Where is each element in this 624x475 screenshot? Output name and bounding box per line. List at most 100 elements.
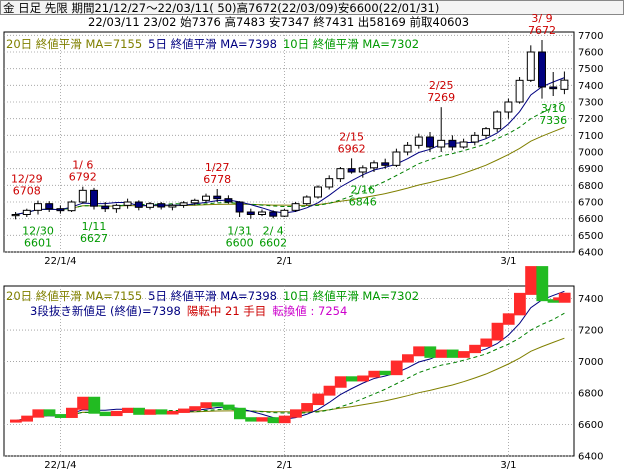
low-annotation-date: 1/31 <box>227 225 252 238</box>
kagi-brick <box>301 403 313 412</box>
high-annotation-value: 6708 <box>13 185 41 198</box>
kagi-brick <box>514 292 526 316</box>
candle-body <box>224 198 233 203</box>
kagi-brick <box>357 375 369 382</box>
low-annotation-value: 6600 <box>226 237 254 250</box>
legend-ma10-bottom: 10日 終値平滑 MA=7302 <box>282 289 420 303</box>
candle-body <box>246 211 255 215</box>
low-annotation-value: 6602 <box>259 236 287 249</box>
candle-body <box>168 204 177 208</box>
kagi-brick <box>267 417 280 424</box>
low-annotation-value: 6846 <box>349 196 377 209</box>
bottom-y-tick-label: 7200 <box>578 326 603 337</box>
kagi-brick <box>200 402 213 409</box>
top-y-tick-label: 6800 <box>578 181 603 192</box>
header-period-line: 金 日足 先限 期間21/12/27～22/03/11( 50)高7672(22… <box>0 0 624 15</box>
candle-body <box>347 168 356 173</box>
candle-body <box>45 203 54 210</box>
kagi-brick <box>234 407 246 420</box>
candle-body <box>291 203 300 211</box>
top-y-tick-label: 6700 <box>578 198 603 209</box>
candle-body <box>302 196 311 205</box>
kagi-brick <box>312 393 325 406</box>
kagi-status: 3段抜き新値足 (終値)=7398 陽転中 21 手目 転換値 : 7254 <box>30 304 353 318</box>
kagi-brick <box>491 322 504 341</box>
kagi-brick <box>469 344 481 354</box>
low-annotation-date: 1/11 <box>82 220 107 233</box>
kagi-brick <box>390 360 403 376</box>
candle-body <box>370 162 378 169</box>
kagi-brick <box>21 415 33 422</box>
kagi-brick <box>502 313 515 325</box>
high-annotation-date: 2/15 <box>339 130 364 143</box>
kagi-brick <box>346 376 358 382</box>
kagi-brick <box>435 349 448 358</box>
candle-body <box>123 201 132 206</box>
kagi-brick <box>290 409 302 418</box>
candle-body <box>504 101 513 113</box>
kagi-brick <box>66 407 78 418</box>
top-y-tick-label: 6900 <box>578 164 603 175</box>
candle-body <box>381 162 390 166</box>
kagi-brick <box>413 346 425 357</box>
candle-body <box>101 205 110 210</box>
top-y-tick-label: 6600 <box>578 214 603 225</box>
kagi-brick <box>379 370 392 376</box>
kagi-brick <box>547 299 560 303</box>
kagi-trend: 陽転中 21 手目 <box>186 304 267 318</box>
candle-body <box>448 139 457 148</box>
kagi-brick <box>525 266 537 295</box>
candle-body <box>157 203 166 208</box>
candle-body <box>526 51 535 81</box>
candle-body <box>403 144 412 153</box>
kagi-turn: 転換値 : 7254 <box>272 304 348 318</box>
candle-body <box>34 203 42 211</box>
candle-body <box>482 128 490 136</box>
candle-body <box>280 209 289 217</box>
kagi-brick <box>88 396 101 414</box>
kagi-brick <box>54 414 67 418</box>
bottom-y-tick-label: 6800 <box>578 389 603 400</box>
top-y-tick-label: 7400 <box>578 81 603 92</box>
top-y-tick-label: 7100 <box>578 131 603 142</box>
legend-ma20: 20日 終値平滑 MA=7155 <box>6 37 143 51</box>
candle-body <box>314 186 322 198</box>
candle-body <box>202 195 210 201</box>
candle-body <box>258 211 266 215</box>
kagi-brick <box>32 409 45 418</box>
low-annotation-date: 2/16 <box>350 184 375 197</box>
candle-body <box>235 201 244 213</box>
kagi-brick <box>99 411 112 417</box>
top-y-tick-label: 6500 <box>578 231 603 242</box>
candle-body <box>437 139 446 148</box>
top-y-tick-label: 7500 <box>578 64 603 75</box>
kagi-brick <box>144 409 157 415</box>
candle-body <box>470 134 479 143</box>
header-ohlc-line: 22/03/11 23/02 始7376 高7483 安7347 終7431 出… <box>0 15 624 30</box>
candle-body <box>134 201 143 208</box>
top-x-tick-label: 3/1 <box>500 256 516 267</box>
top-y-tick-label: 7200 <box>578 114 603 125</box>
legend-bottom: 20日 終値平滑 MA=7155 5日 終値平滑 MA=7398 10日 終値平滑 … <box>6 289 425 303</box>
candle-body <box>56 208 65 212</box>
kagi-close: 3段抜き新値足 (終値)=7398 <box>30 304 181 318</box>
bottom-y-tick-label: 7000 <box>578 357 603 368</box>
legend-ma10: 10日 終値平滑 MA=7302 <box>282 37 420 51</box>
candle-body <box>560 79 569 90</box>
candle-body <box>538 51 546 88</box>
candle-body <box>67 201 76 212</box>
top-x-tick-label: 2/1 <box>276 256 292 267</box>
high-annotation-date: 2/25 <box>429 79 454 92</box>
candle-body <box>414 136 423 146</box>
candle-body <box>515 79 524 103</box>
candle-body <box>78 189 87 203</box>
kagi-brick <box>155 409 168 415</box>
kagi-brick <box>110 410 123 417</box>
kagi-brick <box>368 370 381 378</box>
high-annotation-date: 1/ 6 <box>72 159 93 172</box>
top-y-tick-label: 7700 <box>578 31 603 42</box>
candle-body <box>90 189 98 207</box>
bottom-plot-frame <box>3 285 575 457</box>
